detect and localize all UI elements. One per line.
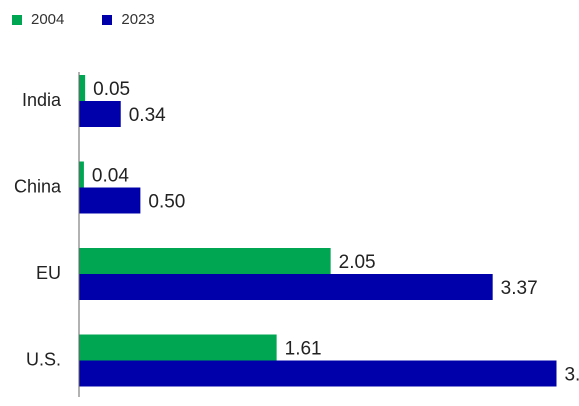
bar-eu-2023 [79,274,493,300]
bar-china-2004 [79,162,84,188]
category-label-u-s: U.S. [26,350,61,370]
bar-india-2004 [79,75,85,101]
category-label-china: China [14,177,62,197]
data-label-eu-2004: 2.05 [339,252,376,273]
bar-u-s-2023 [79,361,556,387]
data-label-eu-2023: 3.37 [501,278,538,299]
bar-china-2023 [79,188,140,214]
category-label-eu: EU [36,263,61,283]
data-label-u-s-2004: 1.61 [285,339,322,360]
data-label-china-2023: 0.50 [148,192,185,213]
bar-u-s-2004 [79,335,277,361]
data-label-china-2004: 0.04 [92,166,129,187]
category-label-india: India [22,90,62,110]
data-label-india-2004: 0.05 [93,79,130,100]
bar-india-2023 [79,101,121,127]
data-label-india-2023: 0.34 [129,105,166,126]
data-label-u-s-2023: 3.89 [564,365,579,386]
bar-eu-2004 [79,248,331,274]
